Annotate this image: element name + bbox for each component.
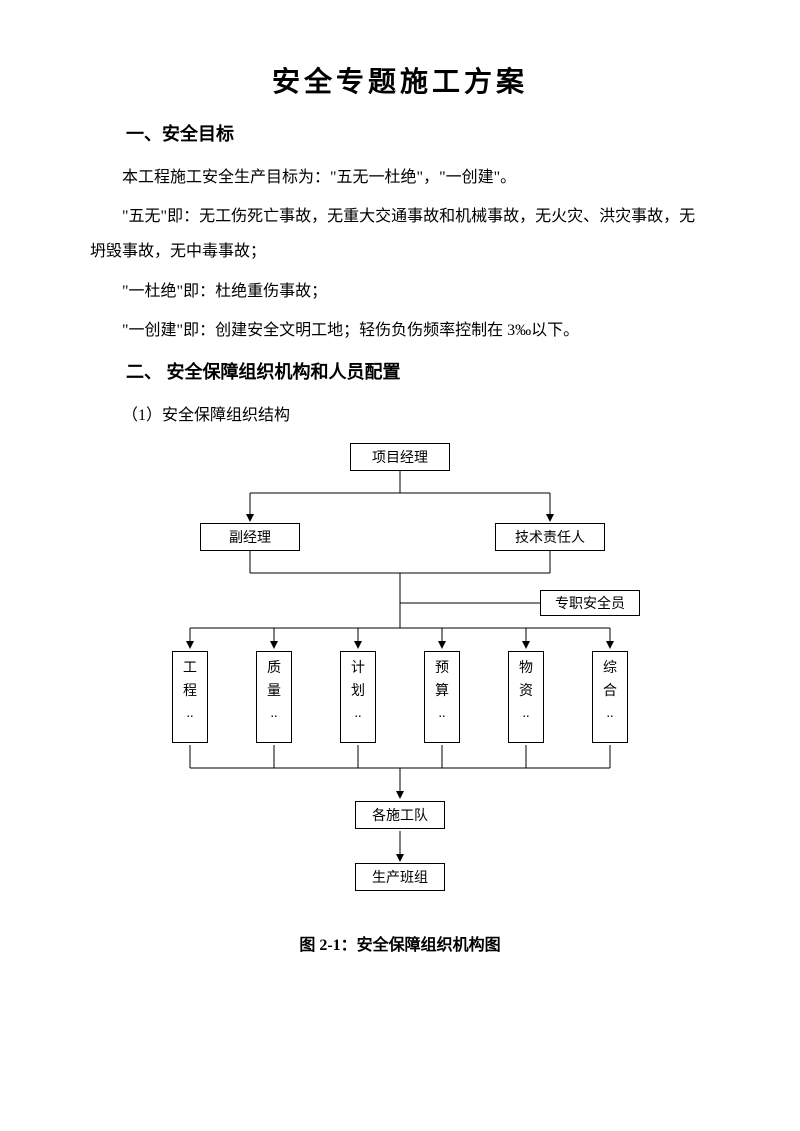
node-dots: .. bbox=[439, 703, 446, 725]
node-char: 程 bbox=[183, 681, 197, 703]
node-dept-materials: 物 资 .. bbox=[508, 651, 544, 743]
paragraph-3: "一杜绝"即：杜绝重伤事故； bbox=[90, 274, 710, 309]
node-char: 预 bbox=[435, 658, 449, 680]
section-1-heading: 一、安全目标 bbox=[90, 120, 710, 146]
paragraph-2: "五无"即：无工伤死亡事故，无重大交通事故和机械事故，无火灾、洪灾事故，无坍毁事… bbox=[90, 199, 710, 269]
flowchart-connectors bbox=[140, 443, 660, 923]
node-char: 划 bbox=[351, 681, 365, 703]
paragraph-1: 本工程施工安全生产目标为："五无一杜绝"，"一创建"。 bbox=[90, 160, 710, 195]
subsection-1: （1）安全保障组织结构 bbox=[90, 398, 710, 433]
node-label: 专职安全员 bbox=[555, 593, 625, 613]
node-char: 物 bbox=[519, 658, 533, 680]
node-dept-quality: 质 量 .. bbox=[256, 651, 292, 743]
node-label: 副经理 bbox=[229, 527, 271, 547]
node-char: 合 bbox=[603, 681, 617, 703]
page-title: 安全专题施工方案 bbox=[90, 60, 710, 100]
node-char: 量 bbox=[267, 681, 281, 703]
node-char: 算 bbox=[435, 681, 449, 703]
org-flowchart: 项目经理 副经理 技术责任人 专职安全员 工 程 .. 质 量 .. bbox=[140, 443, 660, 923]
node-project-manager: 项目经理 bbox=[350, 443, 450, 471]
node-dept-general: 综 合 .. bbox=[592, 651, 628, 743]
node-label: 各施工队 bbox=[372, 805, 428, 825]
figure-caption: 图 2-1：安全保障组织机构图 bbox=[90, 931, 710, 955]
node-dots: .. bbox=[187, 703, 194, 725]
node-dots: .. bbox=[355, 703, 362, 725]
node-dots: .. bbox=[607, 703, 614, 725]
node-char: 计 bbox=[351, 658, 365, 680]
node-label: 项目经理 bbox=[372, 447, 428, 467]
node-safety-officer: 专职安全员 bbox=[540, 590, 640, 616]
node-label: 生产班组 bbox=[372, 867, 428, 887]
node-dots: .. bbox=[523, 703, 530, 725]
node-char: 资 bbox=[519, 681, 533, 703]
node-char: 工 bbox=[183, 658, 197, 680]
node-construction-teams: 各施工队 bbox=[355, 801, 445, 829]
flowchart-container: 项目经理 副经理 技术责任人 专职安全员 工 程 .. 质 量 .. bbox=[90, 443, 710, 923]
node-char: 质 bbox=[267, 658, 281, 680]
node-tech: 技术责任人 bbox=[495, 523, 605, 551]
section-2-heading: 二、 安全保障组织机构和人员配置 bbox=[90, 358, 710, 384]
node-dept-budget: 预 算 .. bbox=[424, 651, 460, 743]
node-dept-plan: 计 划 .. bbox=[340, 651, 376, 743]
node-dots: .. bbox=[271, 703, 278, 725]
node-deputy: 副经理 bbox=[200, 523, 300, 551]
node-label: 技术责任人 bbox=[515, 527, 585, 547]
paragraph-4: "一创建"即：创建安全文明工地；轻伤负伤频率控制在 3‰以下。 bbox=[90, 313, 710, 348]
node-production-group: 生产班组 bbox=[355, 863, 445, 891]
node-char: 综 bbox=[603, 658, 617, 680]
node-dept-engineering: 工 程 .. bbox=[172, 651, 208, 743]
